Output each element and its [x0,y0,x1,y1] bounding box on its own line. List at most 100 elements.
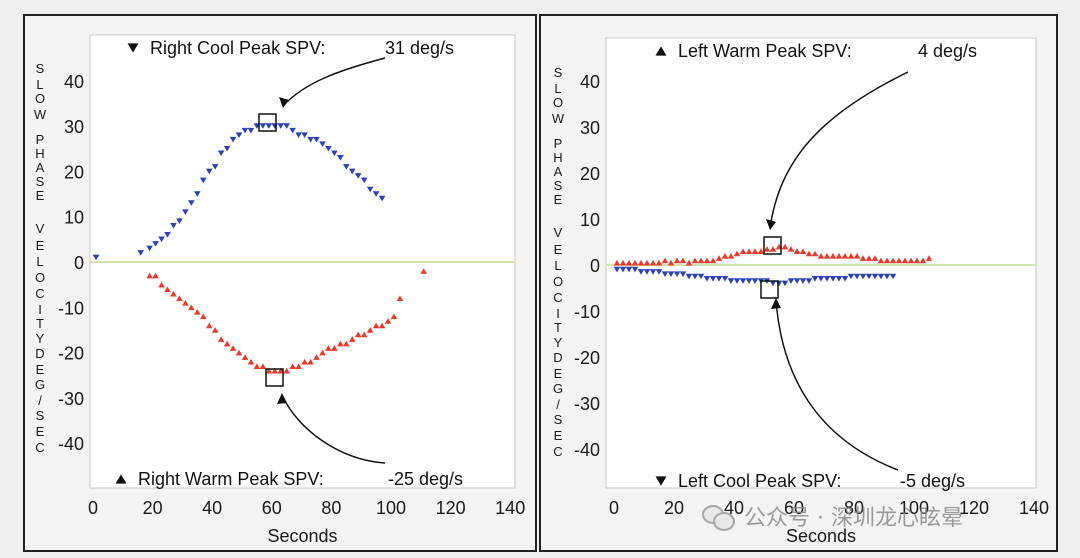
data-point [223,145,231,152]
legend-marker-up-triangle-icon [655,46,667,56]
data-point [859,255,867,261]
data-point [841,252,849,259]
data-point [709,275,717,282]
data-point [739,248,747,255]
data-point [265,367,273,374]
data-point [787,246,795,252]
data-point [661,271,669,278]
y-tick-label: 10 [64,208,84,228]
data-point [182,299,189,306]
data-point [799,278,807,284]
legend-marker-down-triangle-icon [655,476,667,486]
data-point [805,278,813,284]
data-point [325,145,332,152]
data-point [211,327,219,333]
data-point [877,257,885,264]
watermark-text: 公众号 · 深圳龙心眩晕 [744,506,963,531]
data-point [194,191,201,197]
data-point [769,280,777,287]
data-point [871,255,879,261]
peak-highlight-box [760,280,779,299]
data-point [319,349,326,356]
data-point [247,127,255,134]
data-point [188,200,195,206]
arrowhead-icon [766,219,776,230]
y-tick-label: 20 [64,162,84,182]
data-point [859,273,867,280]
data-point [823,275,831,282]
data-point [390,313,398,320]
y-axis-title: S L O W P H A S E V E L O C I T Y D E G / S E C [552,65,565,459]
data-point [348,168,356,175]
data-point [354,173,362,179]
y-axis-title: S L O W P H A S E V E L O C I T Y D E G / S E C [34,61,47,455]
y-tick-label: 30 [580,118,600,138]
data-point [751,248,759,255]
data-point [733,250,741,257]
data-point [763,246,771,252]
data-point [811,275,819,282]
y-tick-label: -40 [574,440,600,460]
data-point [247,358,255,365]
data-point [337,155,344,161]
data-point [655,259,663,266]
data-point [925,255,933,261]
data-point [283,123,290,129]
data-point [631,266,639,273]
data-point [673,257,681,264]
data-point [235,132,243,138]
annotation-value: -25 deg/s [388,469,463,489]
data-point [685,259,693,266]
data-point [265,123,273,129]
x-tick-label: 60 [262,498,282,518]
data-point [883,257,891,264]
data-point [307,136,314,143]
y-tick-label: 40 [64,72,84,92]
data-point [871,273,879,280]
data-point [188,304,195,311]
data-point [158,281,165,288]
data-point [769,246,777,252]
data-point [649,259,657,266]
y-tick-label: -10 [58,298,84,318]
data-point [829,275,837,282]
x-axis-title: Seconds [786,526,856,546]
data-point [613,266,621,273]
data-point [289,127,296,134]
data-point [667,259,675,266]
x-tick-label: 0 [88,498,98,518]
data-point [313,354,320,360]
data-point [283,367,290,374]
data-point [835,275,843,282]
data-point [649,269,657,275]
data-point [637,269,645,275]
data-point [307,358,314,365]
data-point [170,222,177,229]
data-point [667,271,675,278]
data-point [319,141,326,148]
data-point [301,358,308,365]
data-point [877,273,885,280]
data-point [715,255,723,261]
data-point [295,363,302,369]
data-point [793,278,801,284]
data-point [301,132,308,138]
y-tick-label: 10 [580,210,600,230]
data-point [841,275,849,282]
data-point [176,218,183,225]
series-cool [92,123,386,261]
data-point [170,290,177,297]
data-point [625,266,633,273]
data-point [895,257,903,264]
data-point [865,255,873,261]
data-point [223,340,231,347]
data-point [889,273,897,280]
data-point [631,259,639,266]
legend-marker-down-triangle-icon [127,43,139,53]
annotation-label: Left Cool Peak SPV: [678,471,841,491]
data-point [259,363,267,369]
data-point [883,273,891,280]
data-point [703,275,711,282]
data-point [691,257,699,264]
